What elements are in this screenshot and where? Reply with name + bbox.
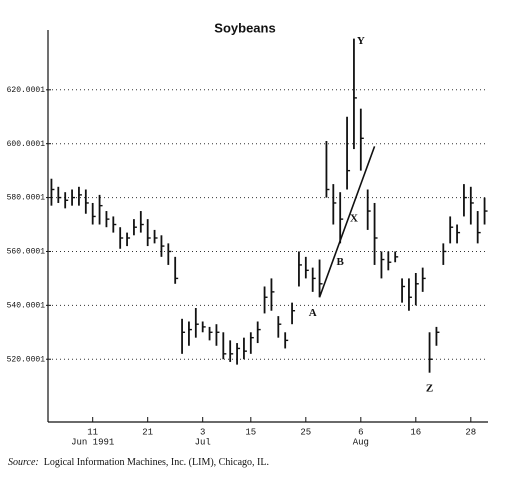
chart-title: Soybeans xyxy=(214,20,275,35)
y-tick-label: 520.0001 xyxy=(7,355,46,364)
y-tick-label: 540.0001 xyxy=(7,301,46,310)
source: Source: Logical Information Machines, Inc… xyxy=(8,457,269,468)
annotation: A xyxy=(309,307,317,319)
x-tick-label: 11 xyxy=(87,427,98,437)
month-label: Jul xyxy=(195,437,211,447)
source-text: Logical Information Machines, Inc. (LIM)… xyxy=(44,457,269,468)
x-tick-label: 21 xyxy=(142,427,153,437)
annotation: Y xyxy=(357,35,365,47)
y-tick-label: 600.0001 xyxy=(7,140,46,149)
annotation: X xyxy=(350,213,358,225)
annotation: B xyxy=(337,256,345,268)
y-tick-label: 560.0001 xyxy=(7,248,46,257)
month-label: Jun 1991 xyxy=(71,437,114,447)
x-tick-label: 16 xyxy=(410,427,421,437)
x-tick-label: 25 xyxy=(300,427,311,437)
annotation: Z xyxy=(426,382,433,394)
source-label: Source: xyxy=(8,457,39,468)
month-label: Aug xyxy=(353,437,369,447)
y-tick-label: 580.0001 xyxy=(7,194,46,203)
y-tick-label: 620.0001 xyxy=(7,86,46,95)
x-tick-label: 3 xyxy=(200,427,205,437)
x-tick-label: 15 xyxy=(245,427,256,437)
x-tick-label: 28 xyxy=(465,427,476,437)
trendline xyxy=(318,146,376,298)
x-tick-label: 6 xyxy=(358,427,363,437)
